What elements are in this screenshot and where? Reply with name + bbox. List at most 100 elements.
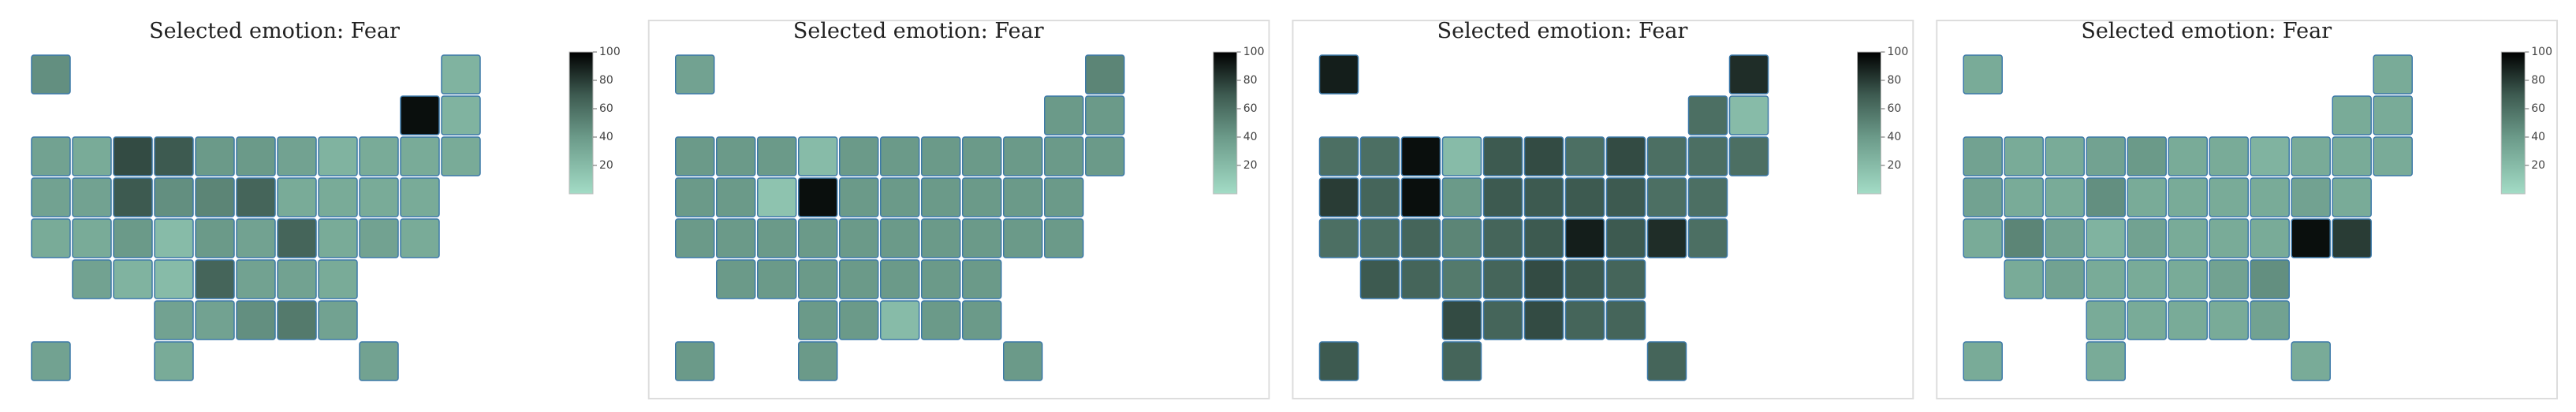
state bbox=[1963, 54, 2003, 95]
state bbox=[2127, 136, 2167, 176]
state bbox=[1044, 95, 1084, 135]
state bbox=[195, 300, 235, 340]
state bbox=[757, 259, 797, 299]
colorbar-tick-label: 60 bbox=[599, 102, 613, 115]
state bbox=[1400, 218, 1441, 258]
panel-frame bbox=[647, 20, 1270, 399]
state bbox=[31, 177, 71, 217]
state bbox=[2250, 136, 2290, 176]
state bbox=[236, 136, 276, 176]
state bbox=[113, 177, 153, 217]
state bbox=[1523, 136, 1564, 176]
state bbox=[798, 300, 838, 340]
state bbox=[2127, 177, 2167, 217]
colorbar bbox=[1213, 51, 1238, 195]
state bbox=[1318, 341, 1359, 381]
state bbox=[2127, 300, 2167, 340]
state bbox=[2373, 136, 2413, 176]
state bbox=[1728, 95, 1769, 135]
colorbar-tick-label: 20 bbox=[1243, 159, 1258, 172]
state bbox=[2045, 177, 2085, 217]
state bbox=[798, 259, 838, 299]
state bbox=[757, 136, 797, 176]
state bbox=[359, 136, 399, 176]
state bbox=[1728, 54, 1769, 95]
map-title: Selected emotion: Fear bbox=[793, 19, 1044, 43]
state bbox=[675, 136, 715, 176]
state bbox=[1441, 218, 1482, 258]
state bbox=[1523, 218, 1564, 258]
state bbox=[2127, 218, 2167, 258]
state bbox=[2291, 136, 2331, 176]
state bbox=[400, 177, 440, 217]
map-title: Selected emotion: Fear bbox=[2081, 19, 2332, 43]
state bbox=[1482, 300, 1523, 340]
state bbox=[1687, 177, 1728, 217]
state bbox=[798, 341, 838, 381]
state bbox=[2168, 136, 2208, 176]
state bbox=[359, 177, 399, 217]
state bbox=[716, 177, 756, 217]
colorbar bbox=[569, 51, 594, 195]
state bbox=[2250, 259, 2290, 299]
state bbox=[318, 136, 358, 176]
state bbox=[1359, 136, 1400, 176]
state bbox=[1359, 218, 1400, 258]
state bbox=[2086, 341, 2126, 381]
state bbox=[1687, 136, 1728, 176]
state bbox=[2250, 300, 2290, 340]
colorbar-tick-label: 40 bbox=[1888, 131, 1902, 143]
colorbar-tick-label: 20 bbox=[2531, 159, 2545, 172]
state bbox=[798, 177, 838, 217]
map-title: Selected emotion: Fear bbox=[1437, 19, 1688, 43]
state bbox=[1003, 341, 1043, 381]
state bbox=[1646, 341, 1687, 381]
state bbox=[113, 136, 153, 176]
state bbox=[1523, 259, 1564, 299]
state bbox=[2168, 300, 2208, 340]
state bbox=[2332, 95, 2372, 135]
state bbox=[2086, 218, 2126, 258]
colorbar-tick-label: 40 bbox=[1243, 131, 1258, 143]
state bbox=[1605, 177, 1646, 217]
colorbar-tick-label: 60 bbox=[1888, 102, 1902, 115]
state bbox=[1605, 218, 1646, 258]
state bbox=[2291, 177, 2331, 217]
state bbox=[1963, 136, 2003, 176]
state bbox=[962, 218, 1002, 258]
colorbar-tick-label: 80 bbox=[1243, 74, 1258, 87]
state bbox=[1564, 136, 1605, 176]
state bbox=[1523, 300, 1564, 340]
state bbox=[31, 218, 71, 258]
state bbox=[962, 136, 1002, 176]
state bbox=[2209, 300, 2249, 340]
state bbox=[113, 218, 153, 258]
state bbox=[318, 259, 358, 299]
state bbox=[277, 218, 317, 258]
state bbox=[675, 218, 715, 258]
state bbox=[880, 218, 920, 258]
state bbox=[1441, 341, 1482, 381]
colorbar-tick-label: 100 bbox=[2531, 46, 2552, 58]
state bbox=[2291, 218, 2331, 258]
map-panel: Selected emotion: Fear 20 40 60 80 100 bbox=[1292, 19, 1914, 399]
state bbox=[962, 300, 1002, 340]
state bbox=[757, 218, 797, 258]
state bbox=[798, 218, 838, 258]
state bbox=[757, 177, 797, 217]
state bbox=[1482, 259, 1523, 299]
state bbox=[277, 177, 317, 217]
state bbox=[962, 259, 1002, 299]
state bbox=[1605, 259, 1646, 299]
colorbar bbox=[2500, 51, 2526, 195]
colorbar-tick-label: 40 bbox=[599, 131, 613, 143]
state bbox=[1605, 136, 1646, 176]
map-panel: Selected emotion: Fear 20 40 60 80 100 bbox=[31, 19, 621, 381]
state bbox=[716, 218, 756, 258]
state bbox=[2168, 177, 2208, 217]
colorbar-tick-label: 60 bbox=[2531, 102, 2545, 115]
state bbox=[2209, 218, 2249, 258]
state bbox=[1605, 300, 1646, 340]
state bbox=[675, 177, 715, 217]
state bbox=[359, 218, 399, 258]
